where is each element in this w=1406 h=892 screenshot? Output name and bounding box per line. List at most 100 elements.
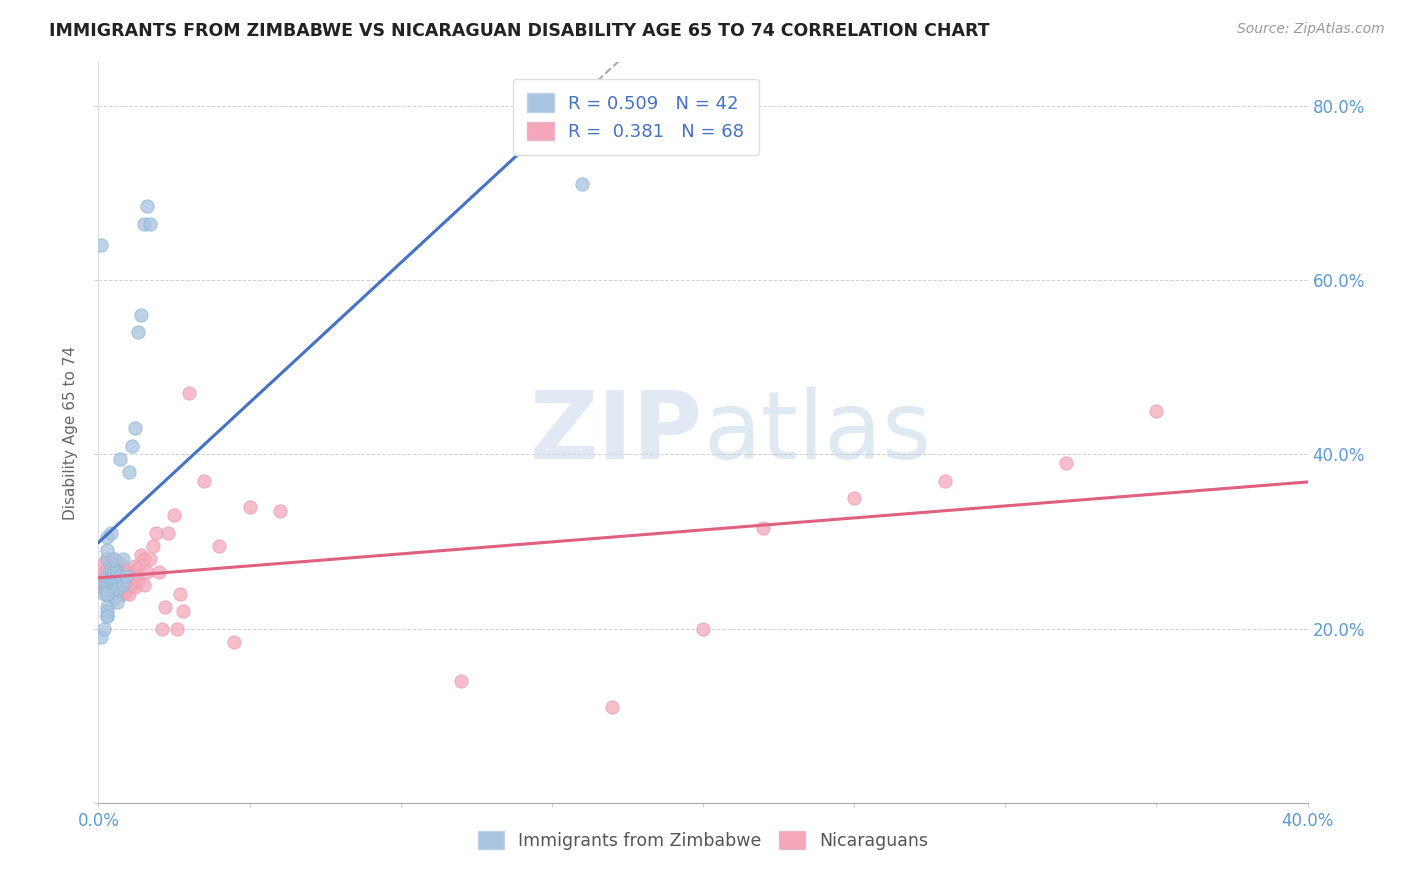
Point <box>103 552 125 566</box>
Point <box>105 582 128 597</box>
Point <box>163 508 186 523</box>
Point <box>121 578 143 592</box>
Point <box>135 565 157 579</box>
Point <box>96 543 118 558</box>
Point <box>96 552 118 566</box>
Point <box>105 565 128 579</box>
Point <box>124 558 146 573</box>
Point <box>111 578 134 592</box>
Point <box>103 578 125 592</box>
Point <box>103 552 125 566</box>
Point <box>100 582 122 597</box>
Point <box>166 622 188 636</box>
Point <box>224 634 246 648</box>
Text: atlas: atlas <box>703 386 931 479</box>
Point <box>96 587 118 601</box>
Point <box>96 604 118 618</box>
Point <box>193 474 215 488</box>
Point <box>100 556 122 570</box>
Point <box>124 569 146 583</box>
Point <box>139 217 162 231</box>
Point <box>208 539 231 553</box>
Point <box>148 565 170 579</box>
Point <box>145 525 167 540</box>
Point <box>124 580 146 594</box>
Point <box>96 530 118 544</box>
Text: ZIP: ZIP <box>530 386 703 479</box>
Point <box>105 585 128 599</box>
Point <box>108 578 131 592</box>
Point <box>108 587 131 601</box>
Point <box>103 591 125 606</box>
Point <box>934 474 956 488</box>
Point <box>127 560 149 574</box>
Point <box>108 569 131 583</box>
Point <box>100 525 122 540</box>
Point <box>114 569 136 583</box>
Point <box>90 630 112 644</box>
Point <box>571 178 593 192</box>
Point <box>108 567 131 582</box>
Point <box>96 569 118 583</box>
Point <box>108 556 131 570</box>
Legend: Immigrants from Zimbabwe, Nicaraguans: Immigrants from Zimbabwe, Nicaraguans <box>471 824 935 857</box>
Point <box>93 565 115 579</box>
Point <box>93 587 115 601</box>
Point <box>132 217 155 231</box>
Point <box>139 552 162 566</box>
Point <box>1054 456 1077 470</box>
Point <box>129 548 152 562</box>
Point <box>124 421 146 435</box>
Point <box>100 582 122 597</box>
Point <box>96 578 118 592</box>
Point <box>118 569 141 583</box>
Point <box>752 521 775 535</box>
Point <box>111 552 134 566</box>
Point <box>121 439 143 453</box>
Point <box>96 608 118 623</box>
Point <box>100 569 122 583</box>
Point <box>93 576 115 591</box>
Point <box>114 571 136 585</box>
Text: IMMIGRANTS FROM ZIMBABWE VS NICARAGUAN DISABILITY AGE 65 TO 74 CORRELATION CHART: IMMIGRANTS FROM ZIMBABWE VS NICARAGUAN D… <box>49 22 990 40</box>
Point <box>93 622 115 636</box>
Point <box>129 308 152 322</box>
Point <box>90 580 112 594</box>
Point <box>103 578 125 592</box>
Point <box>127 574 149 588</box>
Point <box>844 491 866 505</box>
Point <box>111 574 134 588</box>
Point <box>103 565 125 579</box>
Point <box>96 582 118 597</box>
Point <box>90 238 112 252</box>
Point <box>269 504 291 518</box>
Point <box>96 552 118 566</box>
Point <box>172 604 194 618</box>
Point <box>96 587 118 601</box>
Point <box>96 578 118 592</box>
Point <box>135 199 157 213</box>
Point <box>93 556 115 570</box>
Point <box>132 552 155 566</box>
Point <box>121 565 143 579</box>
Point <box>114 585 136 599</box>
Point <box>96 562 118 576</box>
Point <box>153 599 176 614</box>
Point <box>169 587 191 601</box>
Point <box>103 569 125 583</box>
Point <box>127 326 149 340</box>
Point <box>239 500 262 514</box>
Point <box>96 599 118 614</box>
Point <box>118 465 141 479</box>
Point <box>179 386 201 401</box>
Point <box>108 451 131 466</box>
Point <box>93 574 115 588</box>
Point <box>602 700 624 714</box>
Y-axis label: Disability Age 65 to 74: Disability Age 65 to 74 <box>63 345 79 520</box>
Point <box>103 582 125 597</box>
Point <box>105 571 128 585</box>
Point <box>450 673 472 688</box>
Point <box>142 539 165 553</box>
Point <box>111 560 134 574</box>
Point <box>105 560 128 574</box>
